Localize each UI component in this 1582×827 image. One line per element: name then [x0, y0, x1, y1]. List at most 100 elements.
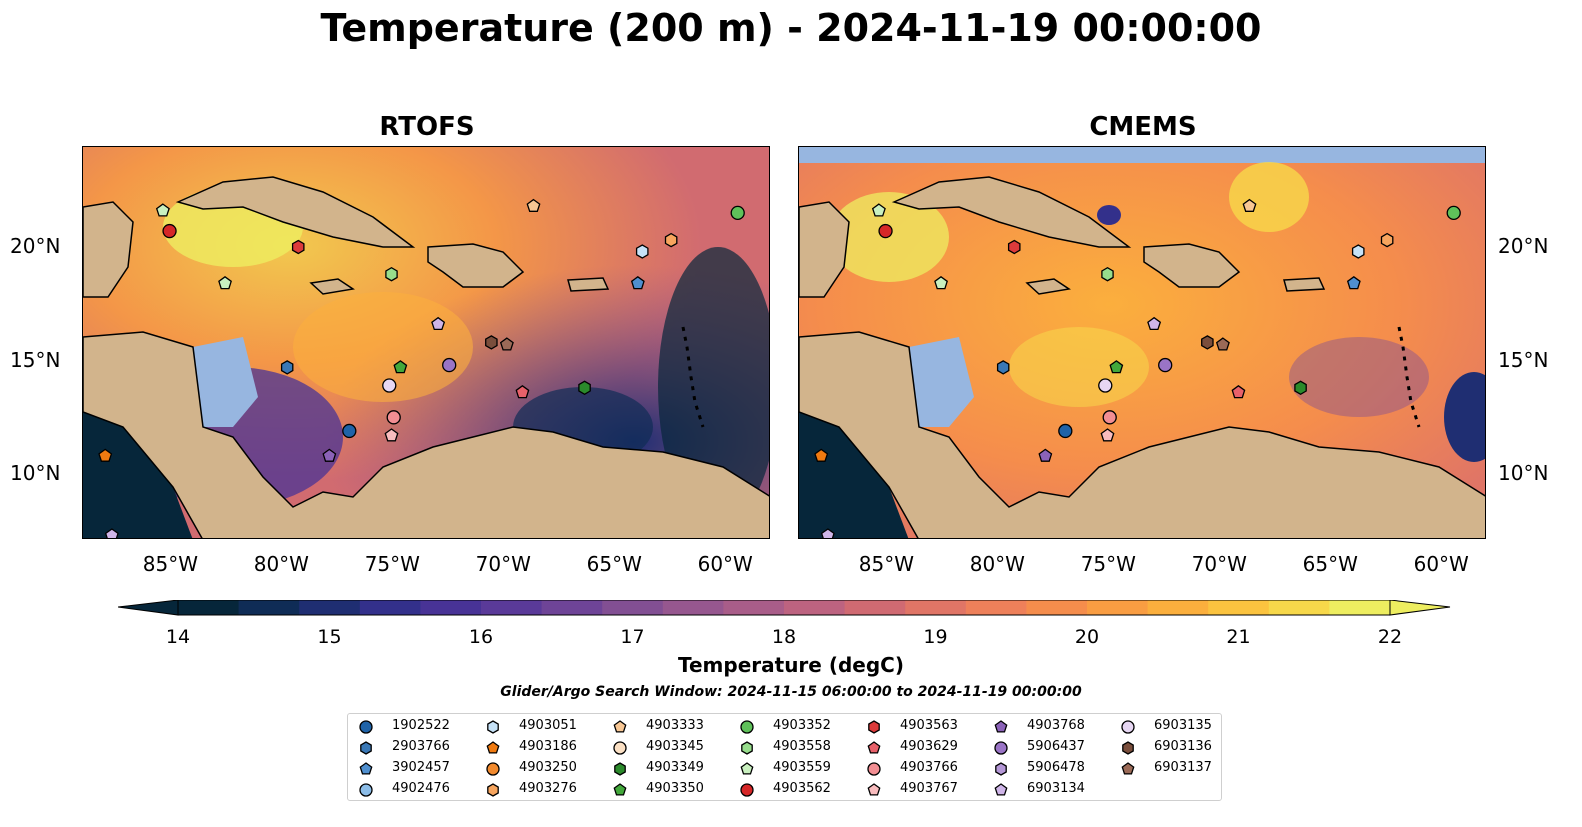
float-marker-6903136	[485, 335, 498, 350]
float-marker-4903767	[1100, 428, 1115, 442]
float-marker-4903558	[1101, 266, 1114, 282]
colorbar-bin	[359, 600, 421, 615]
legend-marker	[867, 762, 881, 776]
hexagon-marker-icon	[487, 720, 499, 734]
float-marker-4903629	[515, 384, 530, 399]
panel-title-cmems: CMEMS	[1089, 112, 1197, 142]
argo-glider-markers	[814, 198, 1461, 538]
cold-eddy	[1444, 372, 1485, 462]
colorbar-tick-label: 18	[771, 626, 797, 648]
search-window-text: Glider/Argo Search Window: 2024-11-15 06…	[500, 684, 1082, 700]
lon-tick-label: 60°W	[1413, 552, 1469, 576]
legend-marker	[614, 762, 626, 776]
hexagon-marker-icon	[614, 762, 626, 776]
legend-label: 5906478	[1027, 760, 1085, 775]
land-lesser-antilles	[1397, 326, 1421, 428]
cmems-map	[799, 147, 1485, 538]
colorbar-min-extend	[118, 600, 179, 616]
lon-tick-label: 75°W	[364, 552, 420, 576]
colorbar-bin	[965, 600, 1027, 615]
land-jamaica	[1025, 278, 1071, 295]
hexagon-marker-icon	[868, 720, 880, 734]
colorbar-tick-label: 22	[1377, 626, 1403, 648]
float-marker-6903135	[1098, 378, 1113, 393]
legend-marker	[613, 720, 627, 733]
colorbar-label: Temperature (degC)	[678, 653, 904, 677]
lat-tick-label-right: 10°N	[1498, 461, 1549, 486]
pentagon-marker-icon	[359, 762, 373, 775]
float-marker-5906437	[1158, 357, 1173, 373]
colorbar-tick-label: 15	[317, 626, 342, 648]
float-marker-3902457	[630, 275, 645, 290]
float-marker-4903352	[1446, 205, 1461, 221]
circle-marker-icon	[994, 741, 1008, 755]
float-marker-2903766	[996, 360, 1010, 375]
float-marker-5906437	[442, 357, 457, 373]
float-marker-6903135	[382, 378, 397, 393]
legend-marker	[995, 762, 1007, 776]
circle-marker-icon	[1121, 720, 1135, 734]
float-marker-6903134	[431, 316, 446, 331]
colorbar-bin	[1268, 600, 1330, 615]
float-marker-4903562	[162, 223, 177, 239]
legend-label: 6903135	[1154, 718, 1212, 733]
hexagon-marker-icon	[741, 741, 753, 755]
legend-label: 4902476	[392, 781, 450, 796]
float-marker-4903559	[871, 203, 886, 217]
legend-label: 4903558	[773, 739, 831, 754]
float-legend: 1902522 2903766 3902457 4902476 4903051 49031…	[347, 713, 1222, 801]
argo-glider-markers	[98, 198, 745, 538]
float-marker-1902522	[1058, 423, 1073, 439]
float-marker-4903350	[393, 360, 408, 374]
float-marker-4903350	[1109, 360, 1124, 374]
float-marker-4903768	[322, 448, 337, 462]
hexagon-marker-icon	[360, 741, 372, 755]
colorbar-tick-label: 21	[1226, 626, 1251, 648]
legend-marker	[487, 783, 499, 797]
warm-eddy	[1229, 162, 1309, 232]
float-marker-6903136	[1201, 335, 1214, 350]
legend-label: 4903333	[646, 718, 704, 733]
map-panel-cmems[interactable]	[798, 146, 1486, 539]
legend-marker	[740, 720, 754, 734]
float-marker-4903333	[1242, 198, 1257, 212]
land-jamaica	[309, 278, 355, 295]
legend-marker	[1121, 720, 1135, 734]
legend-marker	[359, 762, 373, 775]
lon-tick-label: 85°W	[858, 552, 914, 576]
land-cuba	[175, 176, 416, 248]
colorbar-bin	[178, 600, 240, 615]
lat-tick-label-left: 10°N	[10, 461, 61, 486]
float-marker-4903349	[1294, 380, 1307, 396]
shallow-shelf	[909, 337, 974, 427]
figure-title: Temperature (200 m) - 2024-11-19 00:00:0…	[320, 6, 1262, 50]
legend-marker	[359, 783, 373, 797]
panel-title-rtofs: RTOFS	[379, 112, 475, 142]
warm-eddy	[1009, 327, 1149, 407]
float-marker-4903186	[98, 448, 113, 462]
land-central-south-america	[83, 331, 769, 538]
colorbar-bin	[299, 600, 361, 615]
legend-label: 4903767	[900, 781, 958, 796]
pentagon-marker-icon	[867, 783, 881, 796]
float-marker-4903051	[1351, 244, 1365, 259]
float-marker-4903559	[934, 275, 948, 290]
float-marker-4903051	[635, 244, 649, 259]
colorbar-bin	[784, 600, 846, 615]
pentagon-marker-icon	[486, 741, 500, 754]
legend-label: 4903345	[646, 739, 704, 754]
float-marker-6903134	[1147, 316, 1162, 331]
float-marker-2903766	[280, 360, 294, 375]
map-panel-rtofs[interactable]	[82, 146, 770, 539]
lat-tick-label-right: 20°N	[1498, 233, 1549, 258]
lon-tick-label: 75°W	[1080, 552, 1136, 576]
lon-tick-label: 80°W	[253, 552, 309, 576]
legend-marker	[613, 741, 627, 755]
hexagon-marker-icon	[487, 783, 499, 797]
legend-label: 4903766	[900, 760, 958, 775]
legend-label: 1902522	[392, 718, 450, 733]
float-marker-4903629	[1231, 384, 1246, 399]
float-marker-6903134	[820, 528, 835, 538]
lon-tick-label: 85°W	[142, 552, 198, 576]
float-marker-4903563	[291, 239, 305, 255]
